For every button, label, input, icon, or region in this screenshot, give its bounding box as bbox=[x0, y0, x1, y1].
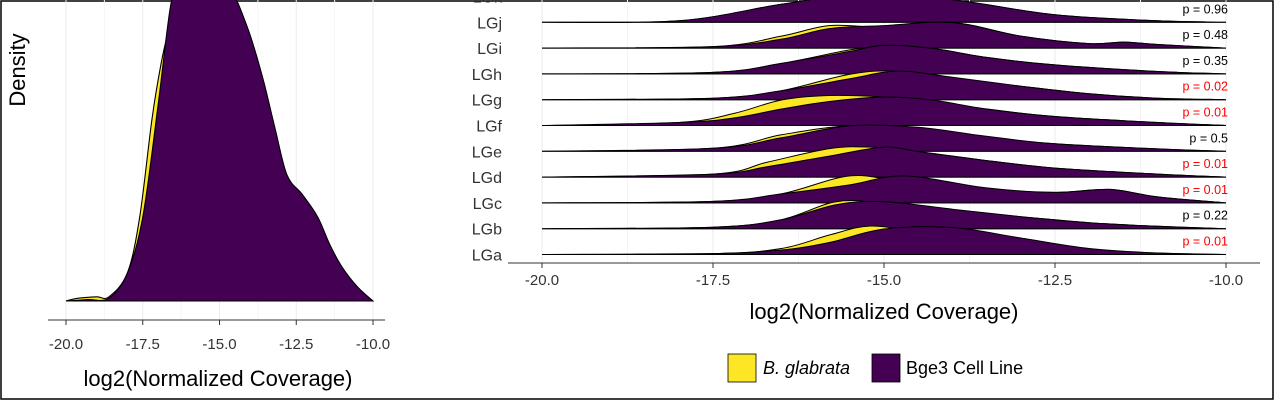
ridge-category-label-lgg: LGg bbox=[472, 93, 502, 110]
ridge-x-axis-title: log2(Normalized Coverage) bbox=[749, 299, 1018, 324]
ridge-tick-label-1: -17.5 bbox=[696, 272, 730, 289]
ridge-row-lgf: LGf p = 0.01 bbox=[476, 94, 1228, 136]
p-value-lgj: p = 0.96 bbox=[1182, 2, 1228, 16]
ridge-lga-bge3-cell-line bbox=[541, 226, 1227, 255]
ridge-row-lgj: LGj p = 0.96 bbox=[477, 0, 1228, 32]
ridge-x-tick-labels: -20.0 -17.5 -15.0 -12.5 -10.0 bbox=[525, 263, 1243, 289]
ridge-row-lgd: LGd p = 0.01 bbox=[472, 146, 1228, 187]
legend-label-bge3: Bge3 Cell Line bbox=[906, 358, 1023, 378]
p-value-lgf: p = 0.01 bbox=[1182, 106, 1228, 120]
ridge-category-label-lgk: LGk bbox=[473, 0, 503, 7]
ridge-lgc-bge3-cell-line bbox=[541, 175, 1227, 204]
p-value-lge: p = 0.5 bbox=[1189, 131, 1228, 145]
ridge-category-label-lgj: LGj bbox=[477, 15, 502, 32]
ridge-lgh-bge3-cell-line bbox=[541, 44, 1227, 75]
ridge-lge-bge3-cell-line bbox=[541, 124, 1227, 152]
left-tick-label-3: -12.5 bbox=[279, 336, 313, 353]
ridge-tick-label-0: -20.0 bbox=[525, 272, 559, 289]
ridge-row-lga: LGa p = 0.01 bbox=[472, 225, 1228, 265]
left-y-axis-title: Density bbox=[5, 33, 30, 106]
ridge-category-label-lgi: LGi bbox=[477, 41, 502, 58]
ridge-category-label-lgc: LGc bbox=[473, 196, 502, 213]
legend: B. glabrata Bge3 Cell Line bbox=[727, 353, 1023, 383]
p-value-lga: p = 0.01 bbox=[1182, 235, 1228, 249]
ridge-category-label-lgh: LGh bbox=[472, 67, 502, 84]
ridge-row-lgi: LGi p = 0.48 bbox=[477, 21, 1228, 58]
left-density-bge3-cell-line bbox=[65, 0, 375, 302]
ridge-row-lge: LGe p = 0.5 bbox=[472, 124, 1228, 161]
ridge-lgf-bge3-cell-line bbox=[541, 96, 1227, 126]
ridge-lgj-bge3-cell-line bbox=[541, 0, 1227, 24]
ridge-tick-label-4: -10.0 bbox=[1209, 272, 1243, 289]
ridge-row-lgg: LGg p = 0.02 bbox=[472, 70, 1228, 110]
legend-label-b-glabrata: B. glabrata bbox=[763, 358, 850, 378]
left-density-areas bbox=[65, 0, 375, 302]
ridge-lgi-bge3-cell-line bbox=[541, 21, 1227, 49]
ridge-tick-label-2: -15.0 bbox=[867, 272, 901, 289]
ridge-row-lgb: LGb p = 0.22 bbox=[472, 200, 1228, 239]
p-value-lgh: p = 0.35 bbox=[1182, 54, 1228, 68]
ridge-category-label-lgd: LGd bbox=[472, 170, 502, 187]
p-value-lgb: p = 0.22 bbox=[1182, 209, 1228, 223]
left-tick-label-4: -10.0 bbox=[356, 336, 390, 353]
ridge-category-label-lgb: LGb bbox=[472, 222, 502, 239]
left-x-tick-labels: -20.0 -17.5 -15.0 -12.5 -10.0 bbox=[49, 320, 390, 353]
left-density-panel: -20.0 -17.5 -15.0 -12.5 -10.0 log2(Normalize… bbox=[5, 0, 390, 391]
ridge-row-lgh: LGh p = 0.35 bbox=[472, 44, 1228, 84]
p-value-lgd: p = 0.01 bbox=[1182, 157, 1228, 171]
left-tick-label-0: -20.0 bbox=[49, 336, 83, 353]
p-value-lgc: p = 0.01 bbox=[1182, 183, 1228, 197]
ridge-lgg-bge3-cell-line bbox=[541, 70, 1227, 101]
ridge-category-label-lga: LGa bbox=[472, 248, 502, 265]
p-value-lgg: p = 0.02 bbox=[1182, 80, 1228, 94]
ridge-panel: LGk LGj p = 0.96 LGi p = 0.48 LGh p = 0.35 LGg p… bbox=[472, 0, 1260, 324]
ridge-lgb-bge3-cell-line bbox=[541, 200, 1227, 230]
legend-swatch-b-glabrata bbox=[727, 353, 757, 383]
ridge-rows: LGk LGj p = 0.96 LGi p = 0.48 LGh p = 0.35 LGg p… bbox=[472, 0, 1228, 265]
ridge-tick-label-3: -12.5 bbox=[1038, 272, 1072, 289]
left-tick-label-1: -17.5 bbox=[126, 336, 160, 353]
legend-swatch-bge3 bbox=[871, 353, 901, 383]
left-tick-label-2: -15.0 bbox=[202, 336, 236, 353]
p-value-lgi: p = 0.48 bbox=[1182, 28, 1228, 42]
ridge-category-label-lge: LGe bbox=[472, 144, 502, 161]
ridge-row-lgk: LGk bbox=[473, 0, 503, 7]
ridge-lgd-bge3-cell-line bbox=[541, 146, 1227, 178]
left-x-axis-title: log2(Normalized Coverage) bbox=[83, 366, 352, 391]
ridge-category-label-lgf: LGf bbox=[476, 119, 502, 136]
ridge-row-lgc: LGc p = 0.01 bbox=[473, 174, 1228, 213]
